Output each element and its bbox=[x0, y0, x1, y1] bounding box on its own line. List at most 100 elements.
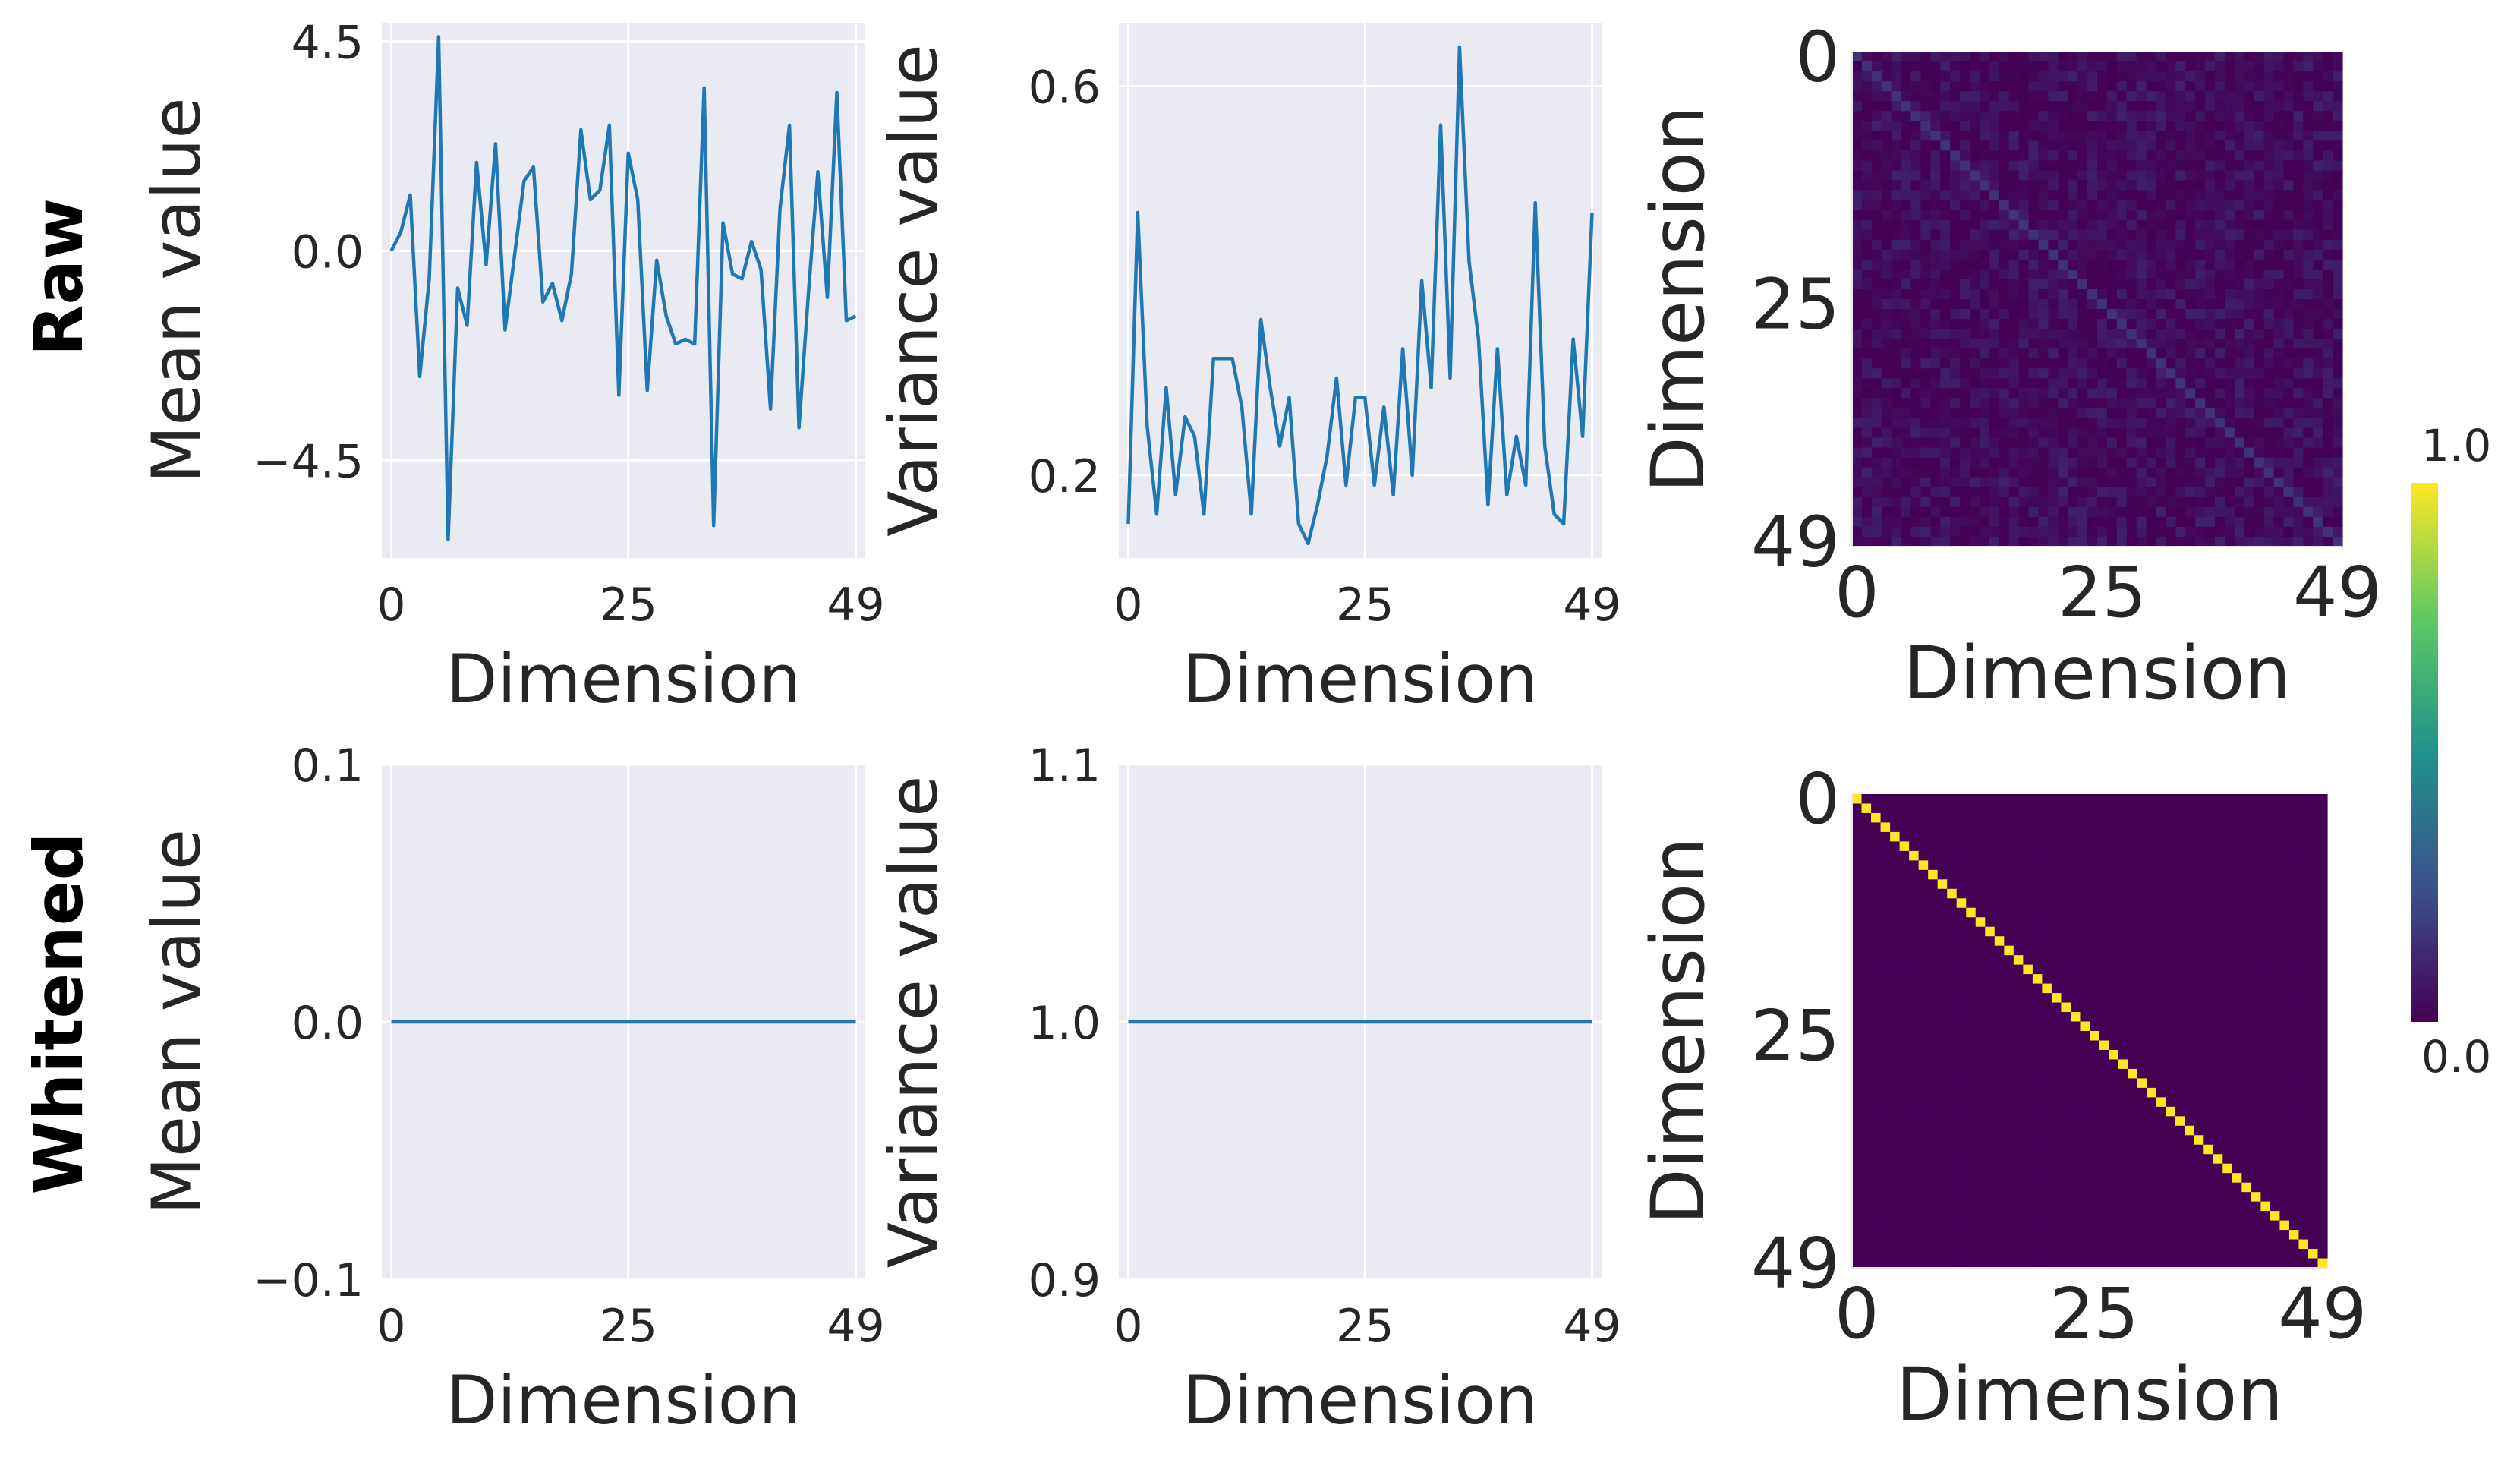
heatmap-cell bbox=[2194, 831, 2204, 842]
heatmap-cell bbox=[2222, 1230, 2233, 1240]
heatmap-cell bbox=[2333, 309, 2343, 320]
heatmap-cell bbox=[2303, 229, 2314, 241]
heatmap-cell bbox=[1871, 91, 1882, 102]
heatmap-cell bbox=[2303, 408, 2314, 419]
heatmap-cell bbox=[2194, 1125, 2204, 1136]
heatmap-cell bbox=[2128, 1239, 2138, 1250]
heatmap-cell bbox=[2244, 447, 2255, 459]
heatmap-cell bbox=[2203, 1049, 2214, 1061]
heatmap-cell bbox=[1861, 841, 1872, 852]
heatmap-cell bbox=[1909, 1040, 1920, 1051]
x-axis-label: Dimension bbox=[446, 1361, 802, 1439]
heatmap-cell bbox=[1930, 398, 1941, 409]
heatmap-cell bbox=[2109, 869, 2119, 880]
heatmap-cell bbox=[2195, 61, 2206, 72]
heatmap-cell bbox=[2038, 229, 2049, 241]
heatmap-cell bbox=[2061, 1002, 2071, 1013]
heatmap-cell bbox=[2004, 1182, 2014, 1193]
heatmap-cell bbox=[2323, 506, 2333, 518]
heatmap-cell bbox=[2194, 955, 2204, 966]
heatmap-cell bbox=[1956, 1116, 1967, 1127]
heatmap-cell bbox=[2156, 52, 2167, 62]
heatmap-cell bbox=[2136, 496, 2147, 508]
heatmap-cell bbox=[1901, 437, 1912, 449]
heatmap-cell bbox=[2307, 936, 2319, 947]
heatmap-cell bbox=[2013, 1097, 2024, 1108]
heatmap-cell bbox=[2313, 288, 2323, 300]
heatmap-cell bbox=[2307, 1211, 2319, 1222]
heatmap-cell bbox=[1970, 496, 1980, 508]
heatmap-cell bbox=[2032, 1040, 2043, 1051]
heatmap-cell bbox=[2087, 299, 2098, 310]
heatmap-cell bbox=[1966, 794, 1977, 805]
heatmap-cell bbox=[1881, 288, 1892, 300]
heatmap-cell bbox=[1975, 964, 1986, 975]
heatmap-cell bbox=[2234, 131, 2245, 141]
heatmap-cell bbox=[2222, 812, 2233, 824]
heatmap-cell bbox=[1999, 219, 2010, 231]
heatmap-cell bbox=[2313, 101, 2323, 112]
heatmap-cell bbox=[2004, 917, 2014, 928]
heatmap-cell bbox=[2185, 1068, 2195, 1079]
heatmap-cell bbox=[1999, 388, 2010, 399]
heatmap-cell bbox=[1901, 121, 1912, 131]
heatmap-cell bbox=[1891, 269, 1902, 280]
heatmap-cell bbox=[2333, 111, 2343, 121]
heatmap-cell bbox=[2048, 427, 2059, 439]
heatmap-cell bbox=[2156, 61, 2167, 72]
heatmap-cell bbox=[1880, 841, 1891, 852]
heatmap-cell bbox=[2293, 288, 2304, 300]
heatmap-cell bbox=[2166, 1021, 2176, 1032]
heatmap-cell bbox=[2008, 418, 2020, 429]
heatmap-cell bbox=[1928, 1125, 1939, 1136]
heatmap-cell bbox=[2283, 496, 2294, 508]
heatmap-cell bbox=[2048, 71, 2059, 82]
heatmap-cell bbox=[2263, 288, 2275, 300]
heatmap-cell bbox=[2175, 1116, 2185, 1127]
heatmap-cell bbox=[2195, 121, 2206, 131]
heatmap-cell bbox=[1994, 1249, 2005, 1259]
heatmap-cell bbox=[1966, 812, 1977, 824]
heatmap-cell bbox=[1928, 1078, 1939, 1089]
heatmap-cell bbox=[2317, 1040, 2328, 1051]
heatmap-cell bbox=[2298, 1106, 2309, 1117]
heatmap-cell bbox=[1940, 477, 1951, 488]
heatmap-cell bbox=[2251, 955, 2261, 966]
heatmap-cell bbox=[1937, 869, 1948, 880]
heatmap-cell bbox=[2185, 111, 2196, 121]
heatmap-cell bbox=[2279, 974, 2290, 985]
heatmap-cell bbox=[2068, 506, 2078, 518]
heatmap-cell bbox=[2195, 229, 2206, 241]
heatmap-cell bbox=[2048, 150, 2059, 162]
heatmap-cell bbox=[2166, 487, 2176, 498]
heatmap-cell bbox=[2116, 348, 2128, 359]
heatmap-cell bbox=[2048, 160, 2059, 172]
heatmap-cell bbox=[2099, 1021, 2109, 1032]
heatmap-cell bbox=[2293, 81, 2304, 92]
heatmap-cell bbox=[2244, 101, 2255, 112]
heatmap-cell bbox=[2307, 1012, 2319, 1023]
heatmap-cell bbox=[1918, 841, 1929, 852]
heatmap-cell bbox=[1909, 1078, 1920, 1089]
heatmap-cell bbox=[2137, 1211, 2147, 1222]
heatmap-cell bbox=[1950, 398, 1961, 409]
heatmap-cell bbox=[1947, 1097, 1958, 1108]
heatmap-cell bbox=[2097, 427, 2108, 439]
heatmap-cell bbox=[2175, 1192, 2185, 1203]
heatmap-cell bbox=[1881, 259, 1892, 270]
heatmap-cell bbox=[2048, 180, 2059, 191]
heatmap-cell bbox=[2147, 1135, 2157, 1146]
heatmap-cell bbox=[2051, 936, 2062, 947]
heatmap-cell bbox=[1871, 831, 1882, 842]
heatmap-cell bbox=[2080, 983, 2090, 994]
heatmap-cell bbox=[2260, 831, 2271, 842]
heatmap-cell bbox=[1947, 926, 1958, 937]
heatmap-cell bbox=[2270, 850, 2280, 861]
heatmap-cell bbox=[1979, 487, 1990, 498]
heatmap-cell bbox=[2147, 1182, 2157, 1193]
heatmap-cell bbox=[2195, 140, 2206, 151]
heatmap-cell bbox=[1901, 71, 1912, 82]
heatmap-cell bbox=[1909, 936, 1920, 947]
heatmap-cell bbox=[1871, 1125, 1882, 1136]
heatmap-cell bbox=[2051, 1173, 2062, 1184]
